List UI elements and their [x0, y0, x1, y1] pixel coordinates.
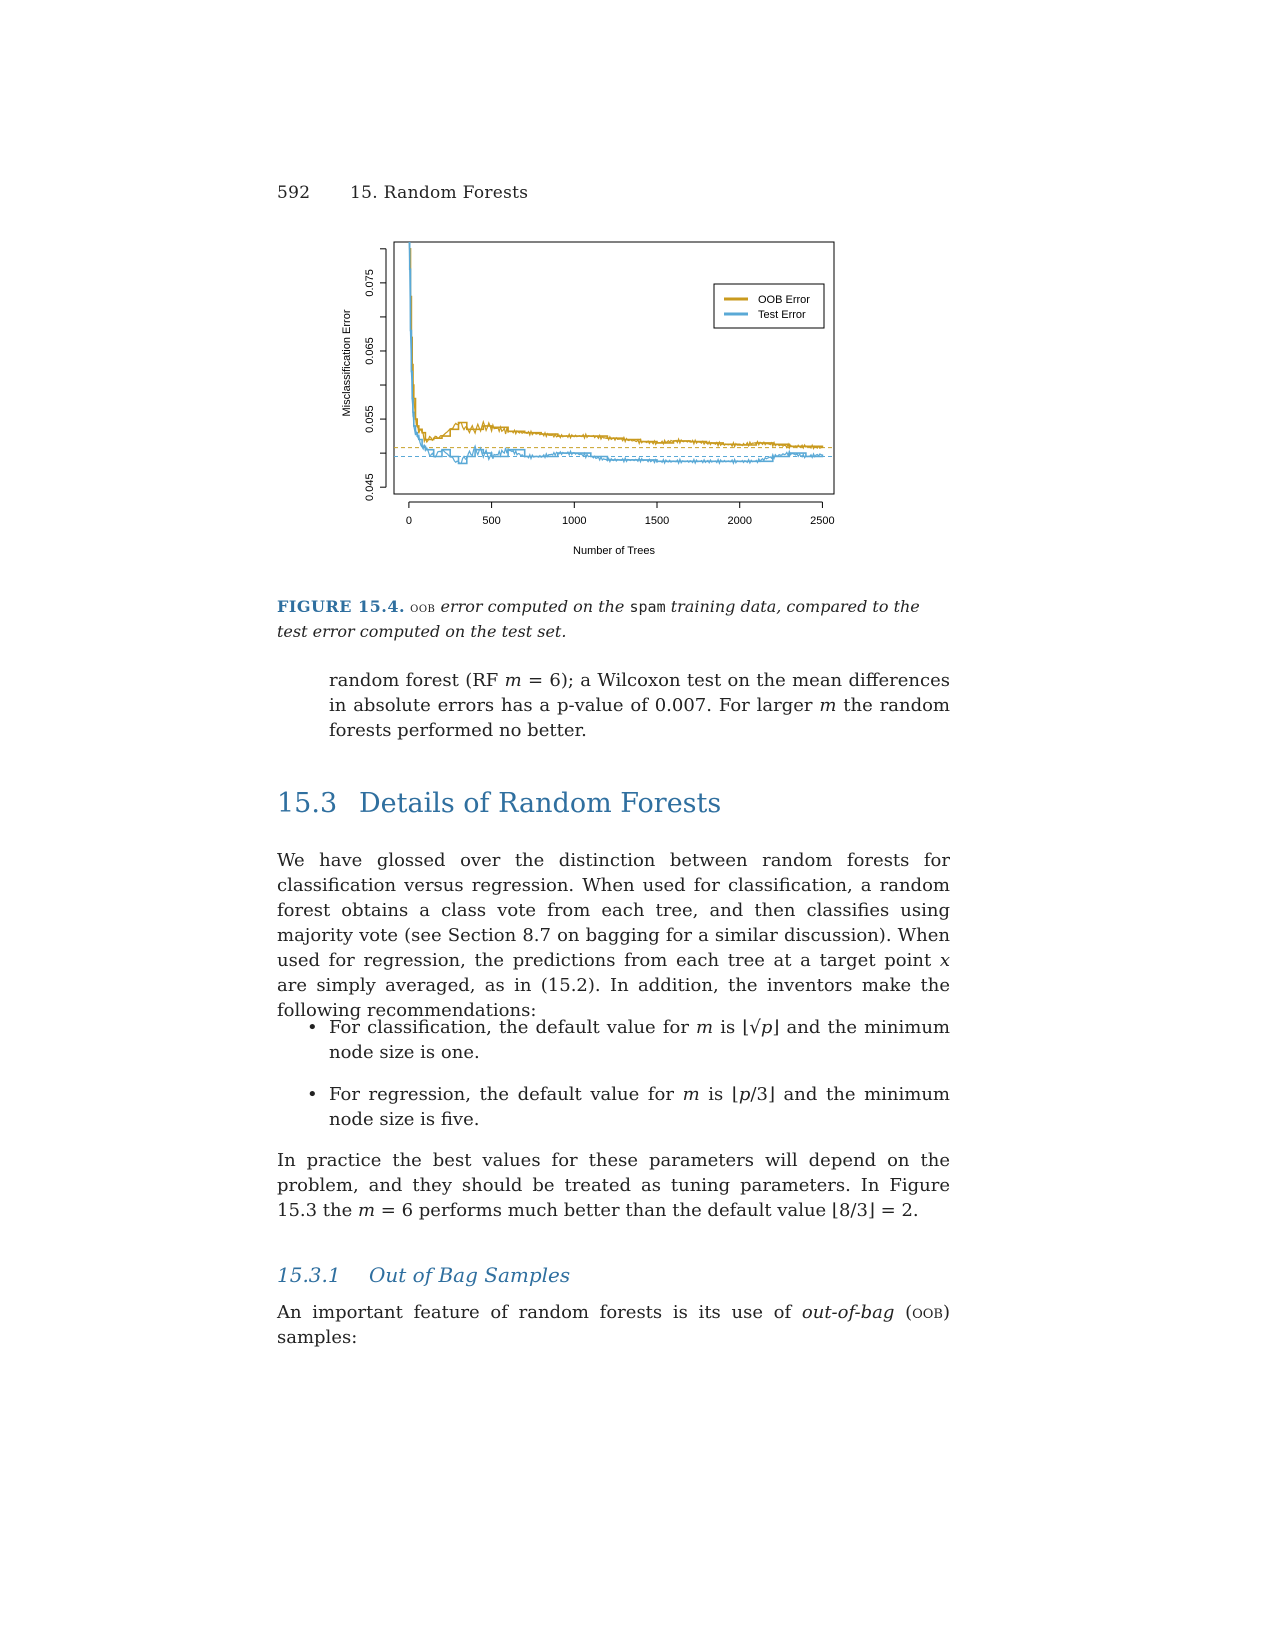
y-tick-label-0: 0.045: [364, 473, 376, 501]
x-tick-label-3: 1500: [645, 515, 669, 527]
x-tick-label-5: 2500: [810, 515, 834, 527]
x-tick-label-2: 1000: [562, 515, 586, 527]
subsection-number: 15.3.1: [277, 1263, 341, 1287]
caption-code: spam: [629, 598, 666, 616]
subsection-heading: 15.3.1 Out of Bag Samples: [277, 1263, 570, 1287]
section-number: 15.3: [277, 788, 338, 819]
x-tick-label-1: 500: [482, 515, 500, 527]
legend-box: [713, 283, 825, 329]
recommendation-list: • For classification, the default value f…: [277, 1015, 950, 1149]
oob-error-chart: 0 500 1000 1500 2000 2500 Number of Trees 0.045…: [341, 241, 835, 557]
caption-text-2: training data, compared to the test erro…: [277, 597, 920, 641]
paragraph-details: We have glossed over the distinction bet…: [277, 850, 950, 1021]
series-line-oob-error: [408, 242, 824, 448]
legend-label-0: OOB Error: [758, 294, 810, 306]
x-tick-label-4: 2000: [727, 515, 751, 527]
section-title: Details of Random Forests: [359, 788, 722, 819]
list-item: • For classification, the default value f…: [307, 1017, 950, 1063]
plot-frame: [393, 241, 835, 495]
figure-caption: FIGURE 15.4. oob error computed on the s…: [277, 595, 950, 643]
page-number: 592: [277, 183, 311, 203]
series-noise-oob-error: [408, 242, 823, 451]
caption-oob: oob: [410, 600, 436, 616]
paragraph-oob: An important feature of random forests i…: [277, 1302, 950, 1348]
y-tick-label-4: 0.065: [364, 337, 376, 365]
subsection-title: Out of Bag Samples: [369, 1263, 571, 1287]
x-tick-label-0: 0: [406, 515, 412, 527]
y-tick-label-6: 0.075: [364, 269, 376, 297]
figure-label: FIGURE 15.4.: [277, 597, 406, 616]
y-tick-label-2: 0.055: [364, 405, 376, 433]
running-title: 15. Random Forests: [350, 183, 529, 203]
caption-text-1: error computed on the: [440, 597, 625, 616]
paragraph-wilcoxon: random forest (RF m = 6); a Wilcoxon tes…: [329, 670, 951, 741]
legend-label-1: Test Error: [758, 309, 806, 321]
running-header: 592 15. Random Forests: [277, 183, 528, 203]
list-item: • For regression, the default value for m…: [307, 1084, 950, 1130]
paragraph-practice: In practice the best values for these pa…: [277, 1150, 950, 1221]
y-axis-label: Misclassification Error: [341, 309, 353, 416]
section-heading: 15.3 Details of Random Forests: [277, 788, 721, 819]
x-axis-label: Number of Trees: [573, 545, 655, 557]
series-noise-test-error: [408, 242, 823, 465]
